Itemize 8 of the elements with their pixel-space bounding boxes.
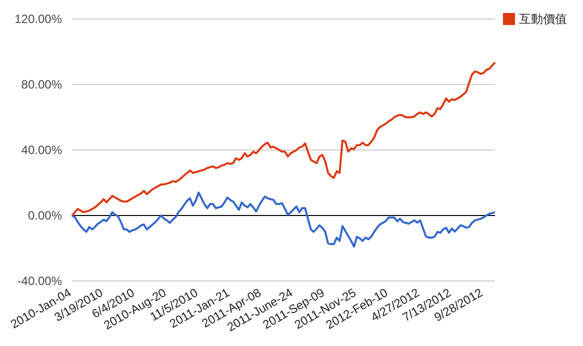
- y-tick-label: 0.00%: [28, 208, 62, 223]
- y-tick-label: -40.00%: [17, 274, 62, 288]
- y-tick-label: 80.00%: [21, 78, 62, 92]
- y-tick-label: 40.00%: [21, 143, 62, 158]
- line-series: [71, 61, 496, 216]
- y-tick-label: 120.00%: [14, 12, 62, 26]
- legend-label: 互動價值: [519, 12, 567, 26]
- line-series: [71, 192, 496, 248]
